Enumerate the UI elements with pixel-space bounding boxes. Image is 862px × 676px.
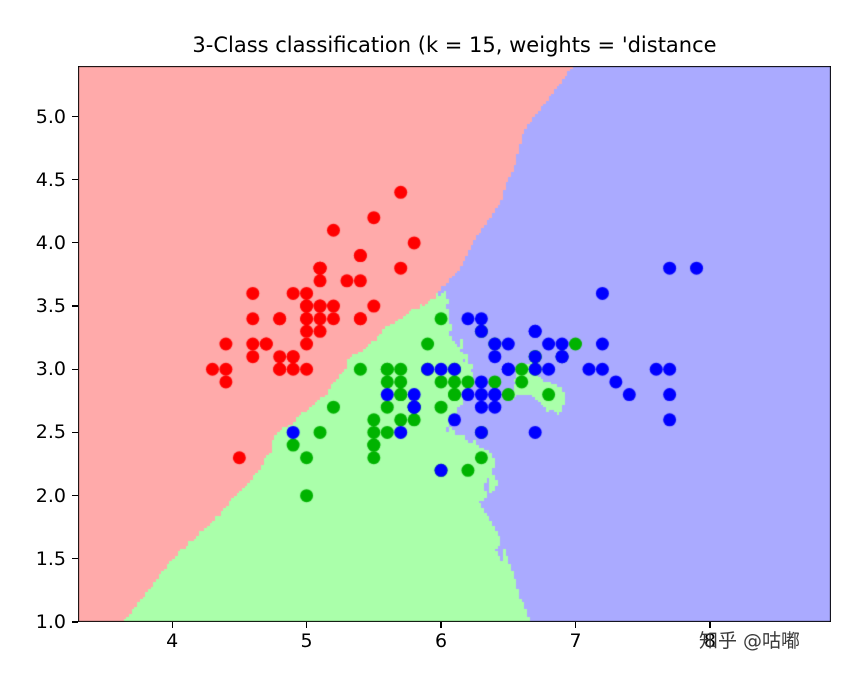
chart-title: 3-Class classification (k = 15, weights … [192,33,717,57]
y-tick-label: 3.0 [35,358,66,381]
x-tick-mark [171,622,173,628]
y-tick-mark [72,368,78,370]
y-tick-label: 1.0 [35,611,66,633]
plot-area-canvas [78,66,831,622]
y-tick-label: 3.5 [35,295,66,318]
y-tick-label: 4.0 [35,231,66,254]
y-tick-label: 2.0 [35,484,66,507]
y-tick-mark [72,558,78,560]
x-tick-label: 6 [435,630,448,652]
y-tick-mark [72,242,78,244]
y-tick-label: 2.5 [35,421,66,444]
y-tick-label: 5.0 [35,105,66,128]
y-tick-label: 4.5 [35,168,66,191]
y-tick-mark [72,621,78,623]
x-tick-label: 7 [569,630,582,652]
x-tick-mark [305,622,308,628]
y-tick-label: 1.5 [35,547,66,570]
y-tick-mark [72,431,78,434]
x-tick-label: 5 [300,630,313,652]
y-tick-mark [72,115,78,118]
x-tick-mark [440,622,442,628]
x-tick-mark [709,622,711,628]
y-tick-mark [72,179,78,181]
y-tick-mark [72,495,78,497]
x-tick-label: 8 [703,630,717,652]
x-tick-mark [574,622,577,628]
x-tick-label: 4 [166,630,179,652]
y-tick-mark [72,305,78,307]
watermark-text: 知乎 @咕嘟 [699,630,801,652]
